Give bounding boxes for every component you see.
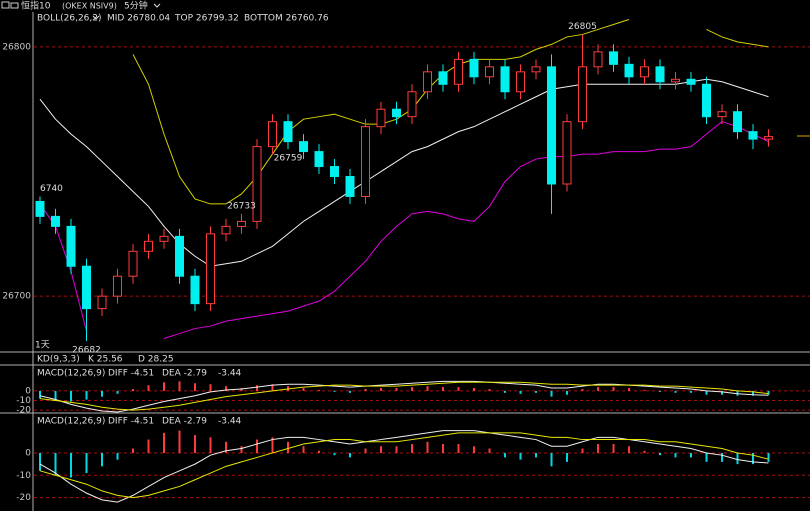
candle-body xyxy=(82,265,91,310)
candle-body xyxy=(159,235,169,242)
candle-body xyxy=(469,58,479,78)
candle-body xyxy=(593,51,603,68)
indicator-value: DEA -2.79 xyxy=(162,417,207,427)
candle-body xyxy=(237,220,246,227)
candle-body xyxy=(717,111,727,118)
extreme-label: 26759 xyxy=(274,154,303,164)
candle-body xyxy=(578,66,587,123)
candle-body xyxy=(268,121,277,148)
indicator-line xyxy=(39,430,769,503)
extreme-label: 6740 xyxy=(40,184,63,194)
window-icon[interactable] xyxy=(1,1,10,9)
candle-body xyxy=(175,235,184,277)
candle-body xyxy=(206,233,215,305)
dropdown-arrow[interactable] xyxy=(92,15,100,20)
candle-body xyxy=(392,108,401,118)
candle-body xyxy=(686,78,696,85)
indicator-line xyxy=(39,121,769,340)
candle-body xyxy=(299,141,308,153)
candle-body xyxy=(221,225,231,235)
candle-body xyxy=(748,131,758,140)
extreme-label: 26805 xyxy=(568,22,597,32)
candle-body xyxy=(35,200,45,217)
candle-body xyxy=(485,66,494,78)
instrument: 恒指10 xyxy=(21,0,51,12)
indicator-title: MACD(12,26,9) xyxy=(37,369,105,379)
candle-body xyxy=(454,58,463,85)
y-tick-label: 26700 xyxy=(2,292,31,302)
candle-body xyxy=(516,71,525,93)
indicator-value: DIFF -4.51 xyxy=(108,369,154,379)
candle-body xyxy=(97,295,107,310)
candle-body xyxy=(376,108,386,128)
indicator-value: -3.44 xyxy=(218,369,242,379)
candle-body xyxy=(66,225,76,267)
y-tick-label: -10 xyxy=(16,396,31,406)
candle-body xyxy=(547,66,556,185)
indicator-title[interactable]: BOLL(26,26,2) xyxy=(37,14,102,24)
candle-body xyxy=(113,275,122,297)
candle-body xyxy=(407,91,417,118)
y-tick-label: -20 xyxy=(16,406,31,416)
indicator-value: DIFF -4.51 xyxy=(108,417,154,427)
y-tick-label: 0 xyxy=(25,448,31,458)
indicator-value: -3.44 xyxy=(218,417,242,427)
candle-body xyxy=(330,166,339,178)
y-tick-label: 26800 xyxy=(2,42,31,52)
y-tick-label: 0 xyxy=(25,386,31,396)
candle-body xyxy=(609,51,618,65)
indicator-title: MACD(12,26,9) xyxy=(37,417,105,427)
period[interactable]: 5分钟 xyxy=(124,0,148,12)
y-tick-label: -20 xyxy=(16,493,31,503)
indicator-line xyxy=(39,78,769,267)
y-tick-label: -10 xyxy=(16,471,31,481)
candle-body xyxy=(531,66,541,73)
window-icon[interactable] xyxy=(10,2,19,9)
candle-body xyxy=(51,215,60,227)
legend-item: TOP 26799.32 xyxy=(174,14,239,24)
candle-body xyxy=(438,71,448,85)
candle-body xyxy=(764,136,773,140)
candle-body xyxy=(345,176,355,197)
candle-body xyxy=(640,66,649,78)
candle-body xyxy=(624,63,634,78)
instrument-code: (OKEX NSIV9) xyxy=(62,2,117,11)
candle-body xyxy=(252,146,262,222)
extreme-label: 26733 xyxy=(227,201,256,211)
candle-body xyxy=(144,240,153,252)
candle-body xyxy=(562,121,572,185)
indicator-title: KD(9,3,3) xyxy=(37,355,80,365)
candle-body xyxy=(655,66,665,83)
candle-body xyxy=(423,71,432,93)
candle-body xyxy=(283,121,293,143)
indicator-line xyxy=(39,432,769,499)
candle-body xyxy=(314,151,324,168)
extreme-label: 26682 xyxy=(72,346,101,356)
candle-body xyxy=(190,275,200,305)
candle-body xyxy=(733,111,742,133)
indicator-value: DEA -2.79 xyxy=(162,369,207,379)
legend-item: MID 26780.04 xyxy=(107,14,170,24)
indicator-value: D 28.25 xyxy=(138,355,174,365)
candle-body xyxy=(702,83,711,118)
indicator-value: K 25.56 xyxy=(88,355,123,365)
indicator-line xyxy=(39,381,769,411)
candle-body xyxy=(361,126,370,197)
period-label: 1天 xyxy=(35,341,50,351)
candle-body xyxy=(128,250,138,277)
candle-body xyxy=(671,78,680,83)
indicator-line xyxy=(39,380,769,413)
dropdown-arrow[interactable] xyxy=(153,3,161,8)
legend-item: BOTTOM 26760.76 xyxy=(244,14,329,24)
candle-body xyxy=(500,66,510,93)
